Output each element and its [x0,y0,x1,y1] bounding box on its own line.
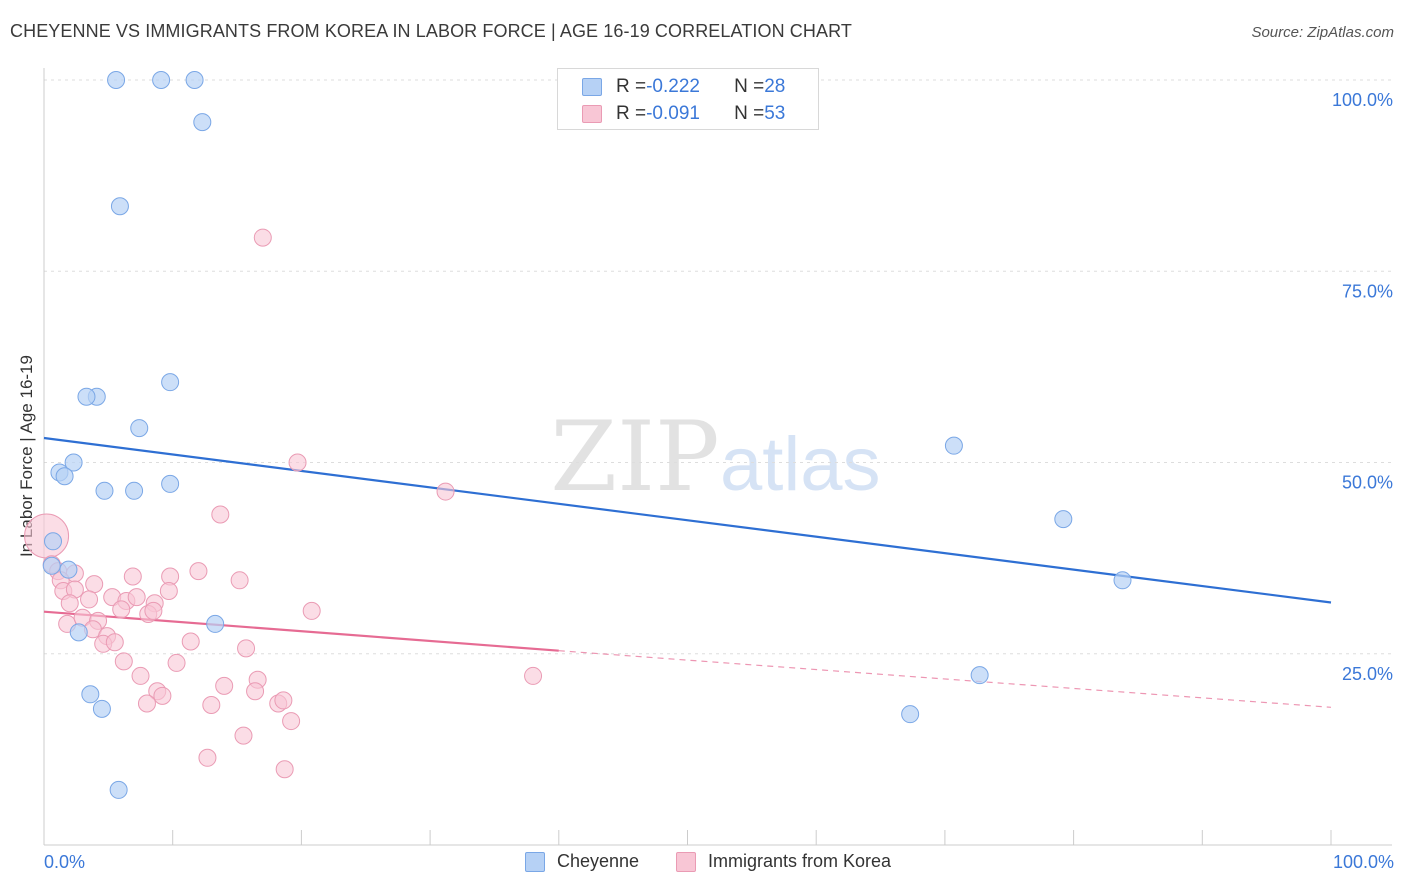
y-tick-label: 75.0% [1342,281,1393,301]
korea-point [137,694,156,713]
legend-swatch-cheyenne [525,851,545,872]
series-cheyenne-points [42,71,1132,799]
n-value: 53 [764,103,786,124]
x-tick-label-min: 0.0% [44,852,86,872]
y-tick-label: 100.0% [1332,90,1393,110]
series-legend: Cheyenne Immigrants from Korea [0,851,1406,877]
n-label: N = [734,76,765,97]
grid-layer [44,79,1392,655]
cheyenne-point [44,532,63,551]
korea-point [211,505,230,524]
cheyenne-point [1054,510,1073,529]
cheyenne-point [185,71,204,89]
legend-label-korea: Immigrants from Korea [708,851,892,871]
korea-point [60,594,79,613]
korea-point [246,682,265,701]
n-value: 28 [764,76,786,97]
legend-swatch-korea [582,105,602,123]
correlation-legend: R = -0.222 N = 28 R = -0.091 N = 53 [557,68,819,130]
korea-point [131,666,150,685]
legend-label-cheyenne: Cheyenne [557,851,640,871]
korea-point [275,760,294,779]
cheyenne-point [107,71,126,89]
korea-point [144,601,163,620]
cheyenne-point [59,560,78,579]
y-tick-label: 50.0% [1342,473,1393,493]
korea-point [181,632,200,651]
cheyenne-point [130,419,149,438]
cheyenne-point [77,387,96,406]
cheyenne-point [69,623,88,642]
korea-point [189,562,208,581]
y-tick-label: 25.0% [1342,664,1393,684]
y-tick-labels: 25.0% 50.0% 75.0% 100.0% [1332,90,1393,684]
watermark-zip: ZIP [550,401,719,513]
cheyenne-point [109,780,128,799]
cheyenne-point [55,467,74,486]
korea-point [112,600,131,619]
cheyenne-point [193,113,212,132]
legend-swatch-korea [676,851,696,872]
cheyenne-point [206,614,225,633]
korea-point [202,696,221,715]
cheyenne-point [970,666,989,685]
legend-swatch-cheyenne [582,78,602,96]
korea-point [167,653,186,672]
korea-point [105,633,124,652]
cheyenne-point [152,71,171,89]
korea-point [127,588,146,607]
korea-point [282,712,301,731]
r-label: R = [616,76,647,97]
axis-layer [43,68,1392,846]
korea-trend-extension [558,650,1332,708]
n-label: N = [734,103,765,124]
cheyenne-point [64,453,83,472]
r-value: -0.222 [646,76,700,97]
cheyenne-point [161,474,180,493]
korea-point [80,590,99,609]
legend-row-cheyenne: R = -0.222 N = 28 [582,74,785,100]
chart-title: CHEYENNE VS IMMIGRANTS FROM KOREA IN LAB… [10,21,852,41]
x-tick-label-max: 100.0% [1332,852,1394,872]
korea-point [198,748,217,767]
legend-item-korea[interactable]: Immigrants from Korea [676,851,891,872]
legend-row-korea: R = -0.091 N = 53 [582,101,785,127]
r-label: R = [616,103,647,124]
cheyenne-point [161,373,180,392]
korea-point [274,691,293,710]
korea-point [436,482,455,501]
korea-point [230,571,249,590]
cheyenne-point [1113,571,1132,590]
korea-point [159,582,178,601]
cheyenne-point [110,197,129,216]
korea-point [123,567,142,586]
korea-point [215,676,234,695]
korea-point [153,686,172,705]
korea-trend-line [43,610,559,652]
korea-point [524,666,543,685]
source-credit: Source: ZipAtlas.com [1251,24,1394,41]
cheyenne-point [125,481,144,500]
cheyenne-point [92,699,111,718]
cheyenne-point [95,481,114,500]
korea-point [288,453,307,472]
watermark-atlas: atlas [720,422,881,507]
korea-point [302,601,321,620]
korea-point [237,639,256,658]
legend-item-cheyenne[interactable]: Cheyenne [525,851,639,872]
r-value: -0.091 [646,103,700,124]
korea-point [85,575,104,594]
cheyenne-point [42,556,61,575]
cheyenne-point [944,436,963,455]
korea-point [253,228,272,247]
series-korea-points [24,228,543,779]
korea-point [234,726,253,745]
korea-point [114,652,133,671]
cheyenne-point [81,685,100,704]
cheyenne-point [901,705,920,724]
